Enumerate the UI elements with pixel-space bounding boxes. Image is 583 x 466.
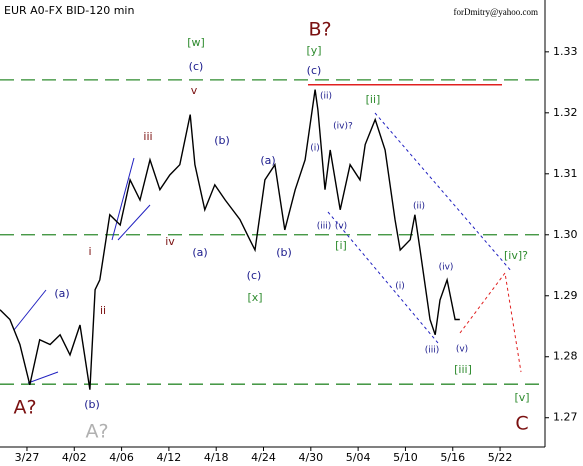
wave-label: (iii) — [425, 346, 440, 356]
x-tick-label: 4/30 — [298, 451, 323, 464]
wave-label: (c) — [247, 269, 262, 282]
wave-label: (iv)? — [333, 122, 353, 132]
wave-label: [w] — [187, 36, 205, 49]
wave-label: A? — [13, 397, 36, 419]
x-tick-label: 4/18 — [204, 451, 229, 464]
x-tick-label: 5/04 — [346, 451, 371, 464]
x-tick-label: 4/02 — [62, 451, 87, 464]
wave-label: (b) — [214, 134, 230, 147]
x-tick-label: 4/06 — [109, 451, 134, 464]
wave-label: [v] — [514, 391, 529, 404]
trend-line — [117, 204, 151, 241]
x-tick-label: 5/22 — [488, 451, 513, 464]
wave-label: (ii) — [413, 202, 425, 212]
wave-label: (c) — [307, 64, 322, 77]
plot-area — [0, 0, 545, 447]
wave-label: (i) — [310, 144, 320, 154]
wave-label: (b) — [276, 246, 292, 259]
y-tick-label: 1.31 — [553, 167, 578, 180]
wave-label: C — [515, 413, 528, 435]
wave-label: iv — [165, 235, 175, 248]
x-tick-label: 4/24 — [251, 451, 276, 464]
channel-line — [327, 211, 439, 344]
wave-label: (ii) — [320, 92, 332, 102]
wave-label: [iv]? — [504, 249, 528, 262]
wave-label: [y] — [306, 44, 321, 57]
projection-line — [459, 271, 522, 373]
x-tick-label: 5/10 — [393, 451, 418, 464]
trend-line — [111, 157, 135, 241]
wave-label: v — [191, 84, 198, 97]
price-line — [0, 89, 460, 390]
y-tick-label: 1.32 — [553, 106, 578, 119]
y-tick-label: 1.28 — [553, 350, 578, 363]
wave-label: (a) — [54, 287, 69, 300]
x-tick-label: 3/27 — [15, 451, 40, 464]
y-tick-label: 1.29 — [553, 289, 578, 302]
wave-label: (v) — [456, 345, 468, 355]
trend-lines — [13, 112, 522, 384]
trend-line — [13, 289, 47, 331]
chart-title: EUR A0-FX BID-120 min — [4, 4, 134, 17]
wave-label: (i) — [395, 282, 405, 292]
wave-label: (a) — [192, 246, 207, 259]
wave-label: [x] — [247, 291, 262, 304]
y-tick-label: 1.27 — [553, 411, 578, 424]
wave-label: (v) — [335, 222, 347, 232]
channel-line — [374, 112, 513, 273]
wave-label: (c) — [189, 60, 204, 73]
chart-subtitle: forDmitry@yahoo.com — [453, 7, 538, 17]
wave-label: B? — [308, 19, 331, 41]
wave-label: i — [88, 245, 91, 258]
y-tick-label: 1.30 — [553, 228, 578, 241]
wave-label: (b) — [84, 398, 100, 411]
wave-label: A? — [85, 421, 108, 443]
y-tick-label: 1.33 — [553, 45, 578, 58]
x-tick-label: 5/16 — [440, 451, 465, 464]
wave-label: (iii) — [317, 222, 332, 232]
wave-label: ii — [100, 304, 106, 317]
wave-label: [i] — [335, 239, 347, 252]
wave-label: iii — [143, 130, 152, 143]
wave-label: [ii] — [366, 93, 381, 106]
wave-label: (iv) — [439, 263, 454, 273]
wave-label: [iii] — [454, 363, 472, 376]
x-tick-label: 4/12 — [157, 451, 182, 464]
trend-line — [27, 371, 59, 384]
wave-label: (a) — [260, 154, 275, 167]
